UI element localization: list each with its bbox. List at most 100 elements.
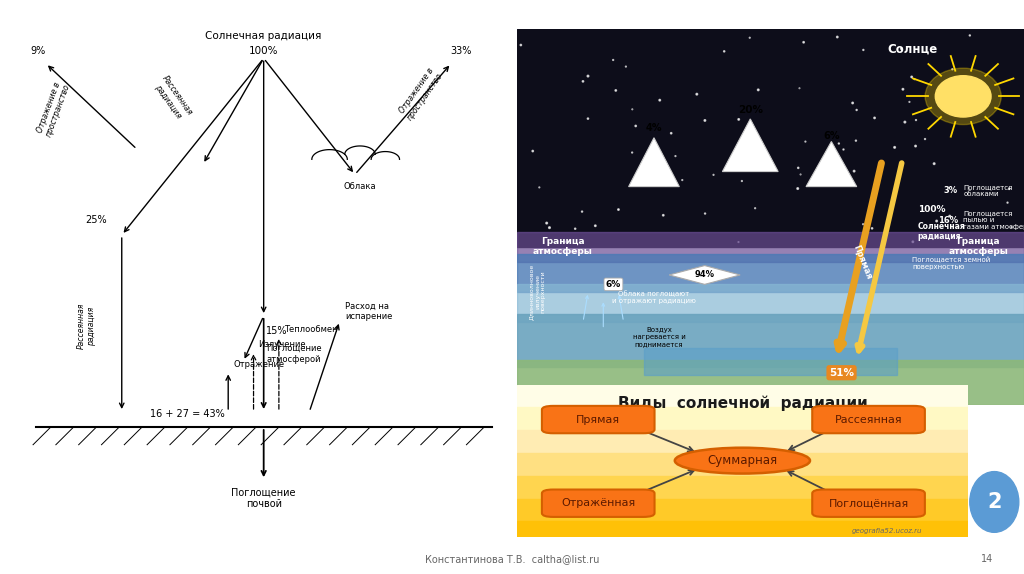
Bar xyxy=(517,232,1024,262)
Text: 25%: 25% xyxy=(86,215,108,225)
Point xyxy=(617,62,634,71)
Text: Константинова Т.В.  caltha@list.ru: Константинова Т.В. caltha@list.ru xyxy=(425,554,599,564)
Point xyxy=(929,216,945,226)
Point xyxy=(539,219,555,228)
Point xyxy=(663,129,679,138)
Text: 16%: 16% xyxy=(938,216,958,225)
Point xyxy=(907,141,924,150)
Point xyxy=(901,98,918,107)
Point xyxy=(745,144,762,153)
Point xyxy=(746,204,763,213)
Point xyxy=(628,121,644,130)
Bar xyxy=(517,430,968,453)
Text: Отражённая: Отражённая xyxy=(561,498,635,508)
Bar xyxy=(517,29,1024,247)
Text: Граница
атмосферы: Граница атмосферы xyxy=(948,237,1009,257)
Text: 51%: 51% xyxy=(829,368,854,378)
Polygon shape xyxy=(629,138,679,187)
Point xyxy=(999,198,1016,207)
Point xyxy=(893,44,909,53)
Text: geografia52.ucoz.ru: geografia52.ucoz.ru xyxy=(851,528,922,534)
Text: Поверхность Земли: Поверхность Земли xyxy=(699,389,842,402)
Point xyxy=(904,237,921,246)
Text: Поглощается земной
поверхностью: Поглощается земной поверхностью xyxy=(912,257,991,270)
Circle shape xyxy=(935,76,991,117)
Text: Солнечная
радиация: Солнечная радиация xyxy=(918,222,966,242)
Point xyxy=(866,113,883,122)
Text: Облака: Облака xyxy=(344,182,376,191)
Text: 94%: 94% xyxy=(694,270,715,280)
Point xyxy=(651,96,668,105)
Polygon shape xyxy=(670,266,740,284)
Point xyxy=(916,134,933,144)
Text: Расход на
испарение: Расход на испарение xyxy=(345,301,392,321)
Point xyxy=(567,224,584,233)
Point xyxy=(655,211,672,220)
Text: Рассеянная: Рассеянная xyxy=(835,414,902,425)
Text: Излучение: Излучение xyxy=(259,340,306,349)
Point xyxy=(836,145,852,154)
FancyBboxPatch shape xyxy=(812,490,925,517)
Bar xyxy=(517,284,1024,322)
Point xyxy=(849,106,865,115)
Point xyxy=(607,86,624,95)
Text: 4%: 4% xyxy=(646,123,663,133)
Point xyxy=(737,133,754,142)
Text: 9%: 9% xyxy=(31,46,46,56)
Point xyxy=(733,176,750,185)
Point xyxy=(864,224,881,233)
Bar xyxy=(517,254,1024,292)
Point xyxy=(731,154,748,163)
FancyBboxPatch shape xyxy=(812,406,925,433)
Text: Поглощается
пылью и
газами атмосферы: Поглощается пылью и газами атмосферы xyxy=(964,211,1024,230)
Point xyxy=(792,84,808,93)
Point xyxy=(1000,184,1017,193)
Point xyxy=(906,75,923,84)
Polygon shape xyxy=(806,142,857,187)
Point xyxy=(697,209,714,218)
Text: Отражение в
пространство: Отражение в пространство xyxy=(35,79,72,138)
Point xyxy=(696,116,713,125)
Bar xyxy=(517,499,968,521)
Text: 3%: 3% xyxy=(944,186,958,195)
Point xyxy=(706,170,722,180)
Text: 16 + 27 = 43%: 16 + 27 = 43% xyxy=(151,409,225,420)
Point xyxy=(688,90,705,99)
Text: 2: 2 xyxy=(987,492,1001,512)
Text: 6%: 6% xyxy=(606,280,621,289)
Text: Суммарная: Суммарная xyxy=(708,454,777,467)
Point xyxy=(668,152,684,161)
Point xyxy=(830,139,847,148)
Text: Длинноволновое
излучение
поверхности: Длинноволновое излучение поверхности xyxy=(529,264,546,320)
Point xyxy=(941,212,957,221)
Point xyxy=(674,176,690,185)
FancyBboxPatch shape xyxy=(542,490,654,517)
Text: Поглощается
облаками: Поглощается облаками xyxy=(964,184,1013,197)
Point xyxy=(531,183,548,192)
Text: 15%: 15% xyxy=(266,326,288,336)
Point xyxy=(931,233,947,242)
Point xyxy=(730,238,746,247)
Point xyxy=(887,143,903,152)
Point xyxy=(657,181,674,190)
Point xyxy=(513,40,529,49)
Text: 100%: 100% xyxy=(249,46,279,56)
Point xyxy=(716,46,732,56)
Point xyxy=(903,72,920,82)
Point xyxy=(624,104,640,114)
Circle shape xyxy=(925,68,1001,125)
Point xyxy=(845,98,861,107)
Polygon shape xyxy=(722,119,778,172)
Text: Отражение в
пространство: Отражение в пространство xyxy=(397,65,444,122)
Point xyxy=(796,38,812,47)
Point xyxy=(895,84,911,94)
Text: 20%: 20% xyxy=(737,104,763,115)
Text: Отражение: Отражение xyxy=(233,360,285,369)
Bar xyxy=(517,359,1024,405)
Bar xyxy=(517,521,968,537)
Bar xyxy=(517,476,968,499)
Point xyxy=(846,166,862,176)
Circle shape xyxy=(970,472,1019,532)
Point xyxy=(931,100,947,110)
Text: 33%: 33% xyxy=(451,46,472,56)
